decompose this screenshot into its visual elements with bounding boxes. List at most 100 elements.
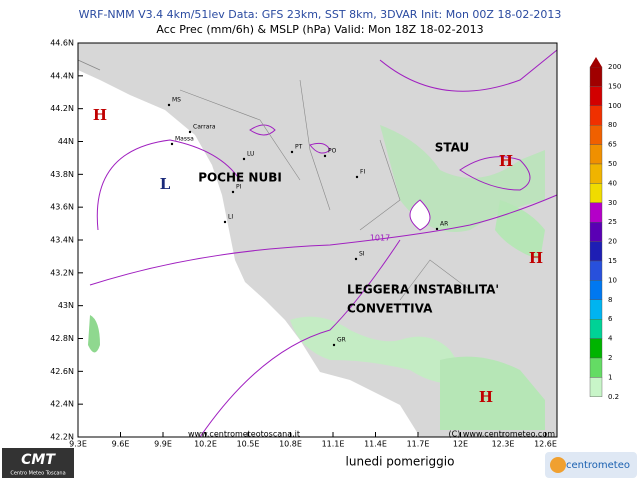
- city-dot: [355, 175, 359, 179]
- city-label: LI: [228, 214, 233, 221]
- lat-label: 43.4N: [50, 236, 74, 245]
- city-dot: [188, 130, 192, 134]
- annotation: STAU: [435, 141, 470, 155]
- lon-label: 12.6E: [534, 440, 557, 449]
- caption: lunedi pomeriggio: [346, 455, 455, 469]
- colorbar-label: 2: [608, 354, 612, 362]
- lat-label: 44N: [58, 137, 74, 146]
- lon-label: 11.1E: [322, 440, 345, 449]
- logo2-icon: [550, 457, 566, 473]
- annotation: LEGGERA INSTABILITA': [347, 283, 499, 297]
- colorbar-cell: [589, 338, 603, 359]
- colorbar-label: 8: [608, 296, 612, 304]
- colorbar-cell: [589, 280, 603, 300]
- pressure-center: H: [529, 249, 543, 267]
- colorbar-label: 20: [608, 238, 617, 246]
- isobar: [96, 139, 241, 231]
- colorbar-label: 15: [608, 257, 617, 265]
- city-label: AR: [440, 221, 448, 228]
- city-dot: [435, 227, 439, 231]
- logo-sub: Centro Meteo Toscana: [10, 471, 65, 477]
- colorbar-cell: [589, 319, 603, 339]
- city-dot: [170, 142, 174, 146]
- isobar: [249, 124, 276, 136]
- city-label: SI: [359, 251, 365, 258]
- lat-label: 44.4N: [50, 71, 74, 80]
- isobar: [409, 199, 431, 231]
- logo2: centrometeo: [566, 460, 630, 471]
- city-label: PO: [328, 148, 337, 155]
- colorbar-cell: [589, 299, 603, 320]
- colorbar-label: 4: [608, 335, 613, 343]
- precip-area: [88, 315, 100, 353]
- credit: www.centrometeotoscana.it: [188, 430, 300, 439]
- colorbar-label: 10: [608, 276, 617, 284]
- header-line2: Acc Prec (mm/6h) & MSLP (hPa) Valid: Mon…: [156, 23, 483, 36]
- city-dot: [231, 190, 235, 194]
- colorbar-label: 6: [608, 315, 613, 323]
- lat-label: 43.6N: [50, 203, 74, 212]
- colorbar-label: 1: [608, 373, 612, 381]
- colorbar-cell: [589, 241, 603, 262]
- city-label: FI: [360, 169, 365, 176]
- colorbar-label: 40: [608, 179, 617, 187]
- colorbar-label: 30: [608, 199, 617, 207]
- colorbar-cell: [589, 66, 603, 87]
- header-line1: WRF-NMM V3.4 4km/51lev Data: GFS 23km, S…: [79, 8, 562, 21]
- colorbar-cell: [589, 202, 603, 223]
- lon-label: 9.6E: [112, 440, 130, 449]
- isobar: [379, 49, 558, 92]
- lon-label: 10.2E: [194, 440, 217, 449]
- colorbar-cell: [589, 86, 603, 107]
- lat-label: 42.8N: [50, 334, 74, 343]
- lat-label: 42.6N: [50, 367, 74, 376]
- border: [179, 79, 471, 301]
- isobar: [199, 239, 401, 438]
- isobar: [309, 142, 331, 154]
- lon-label: 11.4E: [364, 440, 387, 449]
- colorbar-cell: [589, 357, 603, 378]
- isobar: [459, 156, 531, 191]
- precip-area: [440, 356, 545, 430]
- annotation: CONVETTIVA: [347, 302, 433, 316]
- colorbar-label: 100: [608, 102, 621, 110]
- pressure-center: H: [93, 106, 107, 124]
- colorbar-cell: [589, 377, 603, 397]
- city-label: LU: [247, 151, 254, 158]
- colorbar-cell: [589, 144, 603, 165]
- colorbar-label: 80: [608, 121, 617, 129]
- city-dot: [354, 257, 358, 261]
- lat-label: 42.4N: [50, 400, 74, 409]
- city-label: PI: [236, 184, 242, 191]
- pressure-center: H: [479, 388, 493, 406]
- lat-label: 43.8N: [50, 170, 74, 179]
- isobar-label: 1017: [370, 234, 390, 243]
- colorbar-cell: [589, 260, 603, 281]
- lon-label: 12E: [453, 440, 468, 449]
- city-dot: [332, 343, 336, 347]
- colorbar-label: 200: [608, 63, 621, 71]
- lat-label: 44.6N: [50, 39, 74, 48]
- logo-box: [2, 448, 74, 478]
- lat-label: 43N: [58, 301, 74, 310]
- lon-label: 10.5E: [237, 440, 260, 449]
- city-dot: [290, 150, 294, 154]
- colorbar-cell: [589, 221, 603, 242]
- city-dot: [242, 157, 246, 161]
- colorbar-cap: [590, 57, 602, 67]
- land: [78, 43, 557, 437]
- colorbar-cell: [589, 105, 603, 126]
- colorbar-label: 0.2: [608, 393, 619, 401]
- precip-area: [495, 200, 545, 260]
- pressure-center: L: [160, 175, 171, 193]
- city-label: GR: [337, 337, 346, 344]
- lat-label: 44.2N: [50, 104, 74, 113]
- pressure-center: H: [499, 152, 513, 170]
- colorbar-label: 25: [608, 218, 617, 226]
- colorbar-cell: [589, 163, 603, 184]
- lon-label: 10.8E: [279, 440, 302, 449]
- city-label: MS: [172, 97, 181, 104]
- logo: CMT: [21, 452, 56, 468]
- colorbar-label: 150: [608, 82, 621, 90]
